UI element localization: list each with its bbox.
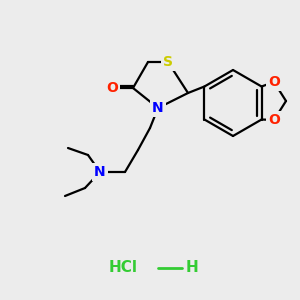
Text: H: H (186, 260, 199, 275)
Text: S: S (163, 55, 173, 69)
Text: N: N (94, 165, 106, 179)
Text: O: O (106, 81, 118, 95)
Text: O: O (268, 75, 280, 89)
Text: O: O (268, 113, 280, 127)
Text: HCl: HCl (109, 260, 138, 275)
Text: N: N (152, 101, 164, 115)
